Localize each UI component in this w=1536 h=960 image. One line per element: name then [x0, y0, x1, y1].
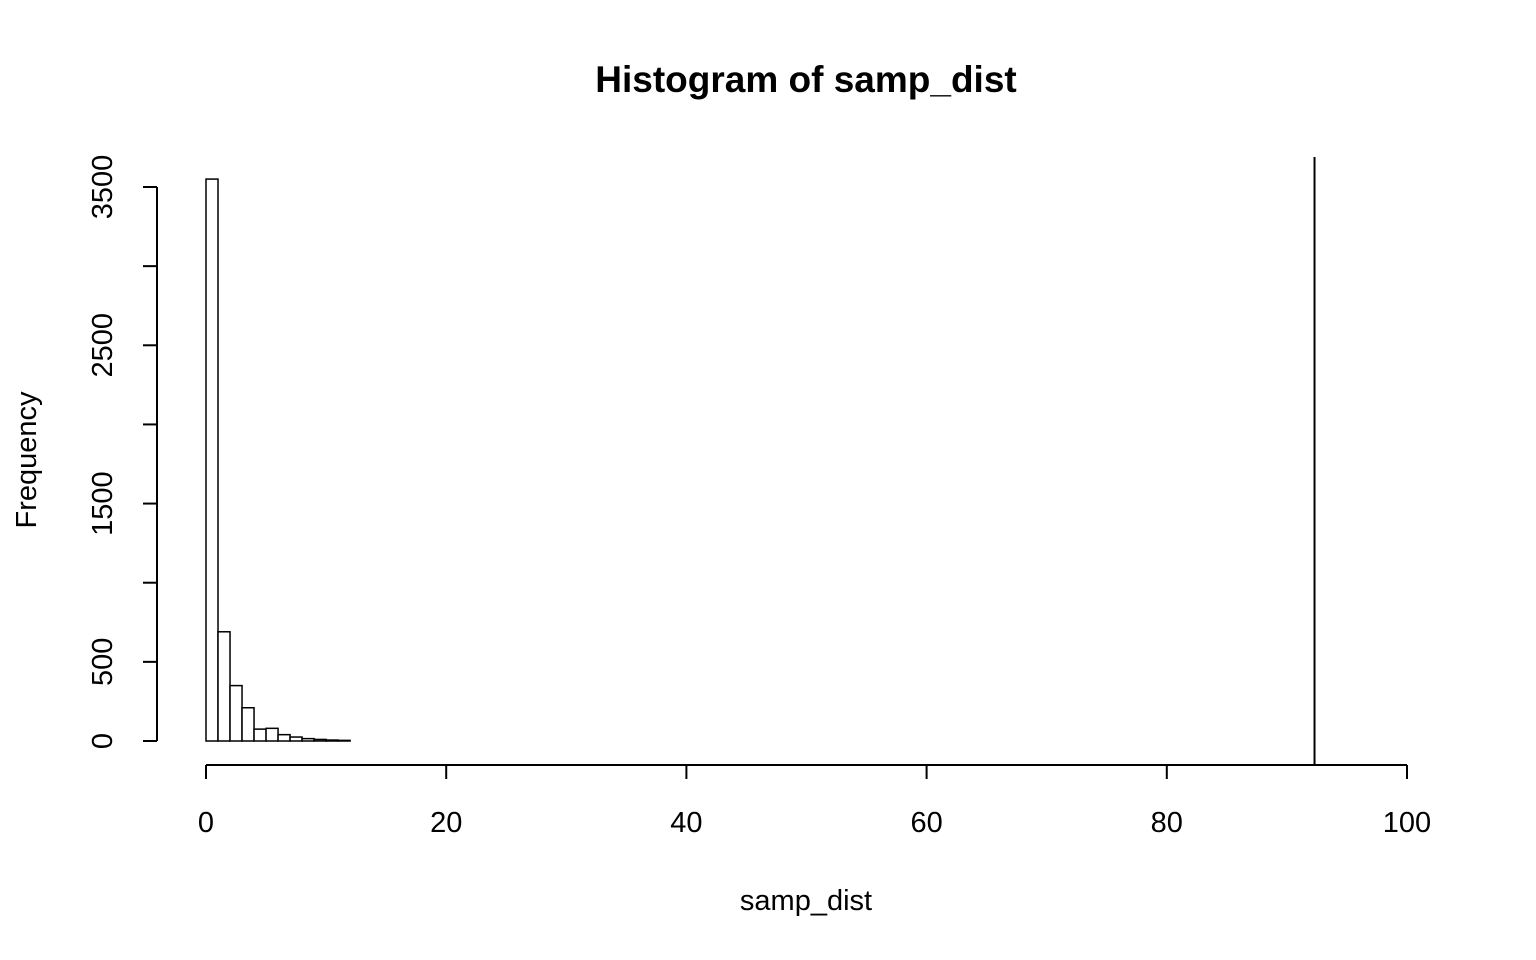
histogram-bar: [301, 737, 315, 742]
x-axis-label: samp_dist: [740, 885, 872, 917]
y-axis-label: Frequency: [11, 391, 43, 529]
histogram-bar: [241, 707, 255, 742]
histogram-bar: [205, 178, 219, 742]
histogram-bar: [325, 739, 339, 742]
histogram-bar: [337, 739, 351, 742]
x-tick-label: 0: [198, 807, 214, 839]
x-tick-label: 60: [910, 807, 942, 839]
x-tick-label: 40: [670, 807, 702, 839]
chart-title: Histogram of samp_dist: [595, 59, 1016, 100]
histogram-bar: [265, 727, 279, 742]
x-axis: 0 20 40 60 80 100: [198, 764, 1431, 839]
y-tick-label: 3500: [87, 155, 119, 220]
histogram-bar: [289, 736, 303, 742]
x-tick-label: 80: [1151, 807, 1183, 839]
y-tick-label: 2500: [87, 313, 119, 378]
y-tick-label: 500: [87, 638, 119, 686]
y-tick-label: 0: [87, 733, 119, 749]
histogram-bar: [217, 631, 231, 742]
y-tick-label: 1500: [87, 471, 119, 536]
y-axis: 0 500 1500 2500 3500: [87, 155, 158, 749]
histogram-bar: [229, 684, 243, 742]
histogram-bar: [277, 733, 291, 742]
x-tick-label: 100: [1383, 807, 1431, 839]
histogram-bar: [313, 738, 327, 742]
histogram-bar: [253, 728, 267, 742]
bars-group: [205, 178, 351, 742]
x-tick-label: 20: [430, 807, 462, 839]
